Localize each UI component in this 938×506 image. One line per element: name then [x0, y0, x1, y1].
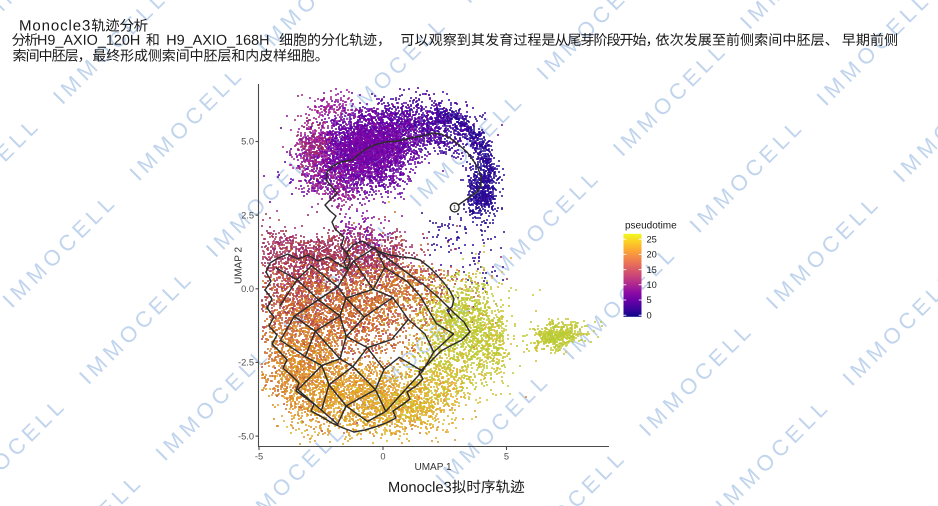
svg-text:IMMOCELL: IMMOCELL [812, 0, 936, 111]
svg-text:15: 15 [647, 265, 657, 275]
svg-text:IMMOCELL: IMMOCELL [761, 190, 885, 314]
svg-text:IMMOCELL: IMMOCELL [151, 341, 275, 465]
svg-text:IMMOCELL: IMMOCELL [125, 61, 249, 185]
svg-text:IMMOCELL: IMMOCELL [455, 0, 579, 8]
svg-text:5.0: 5.0 [241, 137, 254, 147]
svg-text:2.5: 2.5 [241, 210, 254, 220]
svg-text:IMMOCELL: IMMOCELL [888, 63, 938, 187]
svg-text:25: 25 [647, 234, 657, 244]
svg-text:IMMOCELL: IMMOCELL [838, 266, 938, 390]
svg-text:IMMOCELL: IMMOCELL [507, 444, 631, 506]
svg-text:5: 5 [504, 452, 509, 462]
svg-text:IMMOCELL: IMMOCELL [558, 240, 682, 364]
svg-text:IMMOCELL: IMMOCELL [634, 317, 758, 441]
svg-text:1: 1 [453, 205, 457, 212]
svg-text:IMMOCELL: IMMOCELL [304, 494, 428, 506]
svg-text:UMAP 2: UMAP 2 [234, 247, 245, 284]
svg-text:UMAP 1: UMAP 1 [414, 462, 451, 473]
svg-text:0: 0 [647, 310, 652, 320]
svg-text:IMMOCELL: IMMOCELL [608, 37, 732, 161]
svg-text:IMMOCELL: IMMOCELL [0, 392, 72, 506]
svg-text:20: 20 [647, 250, 657, 260]
svg-text:IMMOCELL: IMMOCELL [481, 164, 605, 288]
svg-text:-5.0: -5.0 [238, 431, 254, 441]
svg-text:0.0: 0.0 [241, 284, 254, 294]
svg-text:IMMOCELL: IMMOCELL [24, 468, 148, 506]
svg-text:-2.5: -2.5 [238, 358, 254, 368]
svg-text:-5: -5 [255, 452, 263, 462]
svg-text:IMMOCELL: IMMOCELL [0, 188, 122, 312]
svg-text:IMMOCELL: IMMOCELL [711, 393, 835, 506]
svg-text:10: 10 [647, 280, 657, 290]
svg-text:IMMOCELL: IMMOCELL [0, 112, 46, 236]
svg-text:IMMOCELL: IMMOCELL [252, 0, 376, 59]
svg-text:5: 5 [647, 295, 652, 305]
svg-text:IMMOCELL: IMMOCELL [685, 113, 809, 237]
svg-text:0: 0 [380, 452, 385, 462]
svg-text:IMMOCELL: IMMOCELL [735, 0, 859, 34]
svg-text:pseudotime: pseudotime [625, 221, 677, 232]
svg-text:IMMOCELL: IMMOCELL [74, 265, 198, 389]
